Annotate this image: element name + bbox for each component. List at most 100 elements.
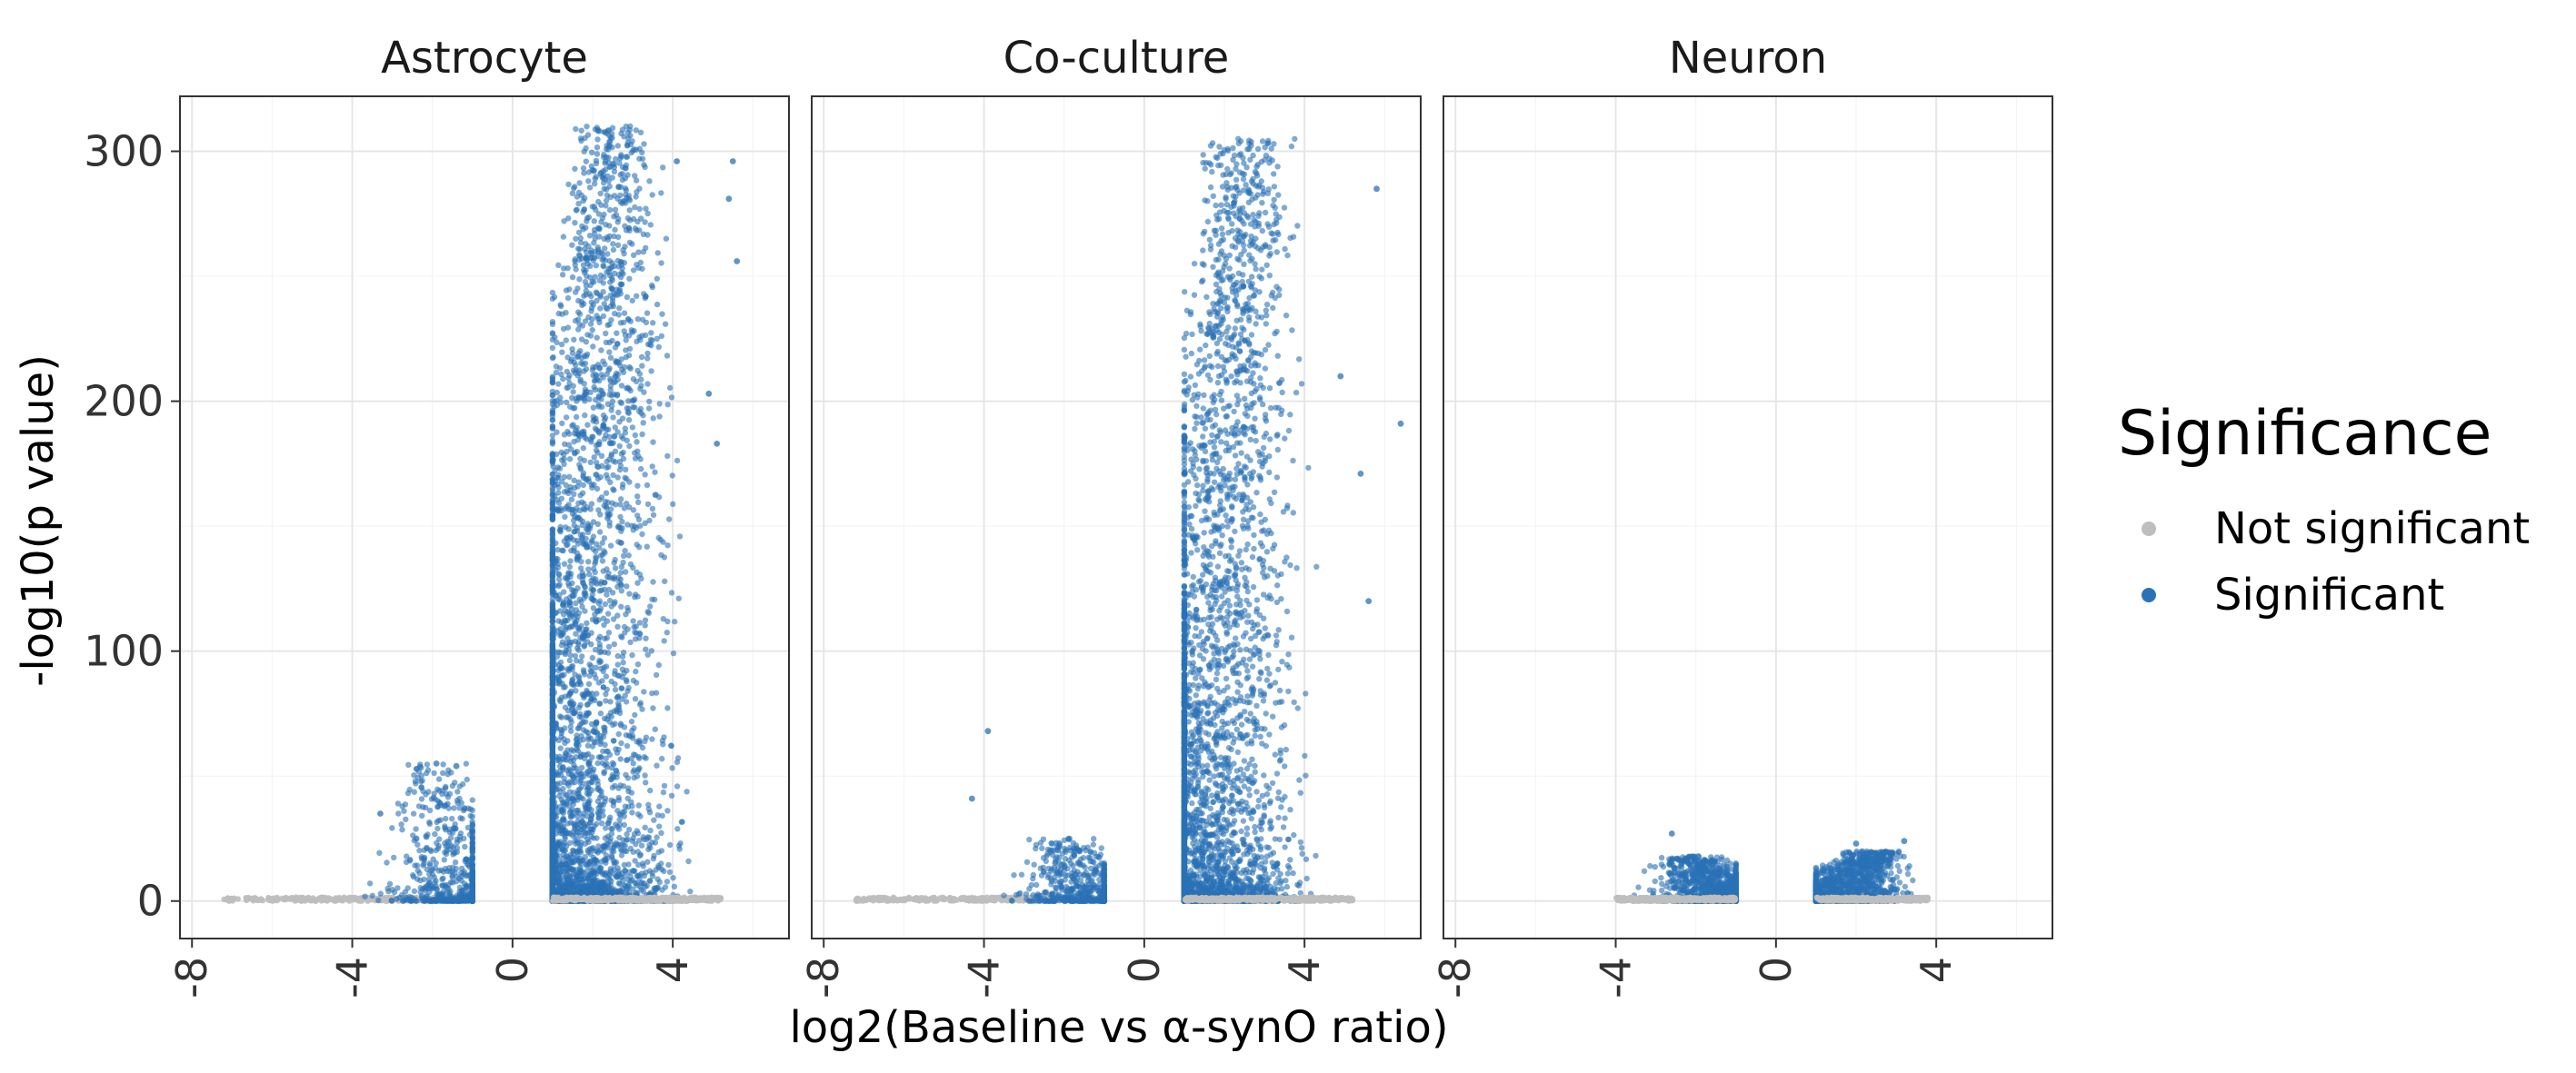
data-point bbox=[670, 650, 677, 657]
data-point bbox=[469, 835, 475, 841]
data-point bbox=[634, 680, 640, 686]
data-point bbox=[565, 384, 572, 391]
data-point bbox=[584, 525, 592, 532]
data-point bbox=[384, 859, 390, 866]
data-point bbox=[685, 858, 692, 865]
data-point bbox=[604, 475, 611, 482]
data-point bbox=[622, 842, 628, 849]
data-point bbox=[666, 841, 674, 849]
data-point bbox=[605, 643, 613, 651]
data-point bbox=[435, 776, 443, 782]
data-point bbox=[565, 215, 572, 222]
data-point bbox=[585, 559, 592, 565]
data-point bbox=[650, 415, 656, 422]
data-point bbox=[604, 611, 612, 617]
data-point bbox=[549, 526, 556, 532]
data-point bbox=[604, 650, 612, 656]
data-point bbox=[660, 789, 667, 796]
data-point bbox=[421, 860, 427, 867]
data-point bbox=[586, 672, 593, 680]
data-point bbox=[684, 789, 690, 795]
data-point bbox=[654, 762, 660, 769]
data-point bbox=[624, 775, 632, 781]
data-point bbox=[649, 463, 655, 470]
data-point bbox=[674, 826, 681, 832]
data-point bbox=[454, 845, 461, 851]
data-point bbox=[442, 883, 449, 889]
data-point bbox=[593, 548, 599, 554]
data-point bbox=[594, 151, 601, 157]
data-point bbox=[594, 128, 602, 134]
data-point bbox=[658, 830, 664, 836]
data-point bbox=[615, 409, 622, 416]
data-point bbox=[585, 178, 592, 184]
data-point bbox=[336, 894, 343, 901]
data-point bbox=[463, 760, 469, 767]
data-point bbox=[585, 681, 593, 688]
data-point bbox=[419, 778, 425, 784]
data-point bbox=[642, 472, 648, 478]
data-point bbox=[463, 856, 470, 862]
data-point bbox=[641, 689, 647, 695]
data-point bbox=[588, 149, 595, 155]
data-point bbox=[567, 558, 574, 564]
data-point bbox=[629, 651, 635, 659]
data-point bbox=[597, 305, 604, 312]
data-point bbox=[559, 420, 565, 427]
data-point bbox=[634, 493, 641, 500]
data-point bbox=[389, 887, 395, 893]
data-point bbox=[454, 789, 461, 795]
data-point bbox=[601, 211, 607, 218]
data-point bbox=[418, 784, 424, 790]
data-point bbox=[452, 849, 458, 856]
data-point bbox=[617, 570, 624, 576]
data-point bbox=[578, 764, 585, 771]
data-point bbox=[624, 475, 630, 482]
data-point bbox=[431, 885, 437, 891]
data-point bbox=[451, 805, 457, 811]
data-point bbox=[589, 327, 595, 333]
data-point bbox=[424, 866, 430, 873]
data-point bbox=[553, 369, 560, 376]
data-point bbox=[256, 897, 263, 903]
data-point bbox=[574, 206, 580, 214]
data-point bbox=[582, 389, 588, 396]
data-point bbox=[655, 849, 662, 856]
data-point bbox=[596, 633, 604, 640]
data-point bbox=[414, 841, 421, 848]
data-point bbox=[648, 330, 654, 336]
data-point bbox=[622, 569, 629, 575]
data-point bbox=[443, 815, 449, 822]
data-point bbox=[568, 698, 574, 704]
data-point bbox=[403, 816, 409, 822]
data-point bbox=[431, 770, 437, 777]
data-point bbox=[617, 399, 624, 405]
data-point bbox=[446, 898, 453, 904]
data-point bbox=[621, 861, 627, 869]
data-point bbox=[549, 409, 556, 416]
data-point bbox=[644, 609, 651, 615]
data-point bbox=[588, 501, 595, 507]
data-point bbox=[604, 764, 610, 770]
data-point bbox=[593, 576, 599, 582]
data-point bbox=[583, 339, 589, 345]
data-point bbox=[569, 273, 576, 281]
data-point bbox=[584, 701, 591, 708]
data-point bbox=[404, 885, 411, 891]
data-point bbox=[640, 420, 646, 426]
data-point bbox=[596, 641, 603, 648]
data-point bbox=[584, 742, 592, 749]
data-point bbox=[572, 652, 579, 660]
data-point bbox=[664, 630, 670, 636]
data-point bbox=[632, 696, 639, 702]
data-point bbox=[600, 748, 606, 755]
data-point bbox=[655, 661, 662, 669]
legend-label-not-significant: Not significant bbox=[2214, 503, 2530, 554]
data-point bbox=[419, 812, 425, 819]
data-point bbox=[611, 560, 617, 566]
data-point bbox=[345, 895, 352, 901]
data-point bbox=[597, 293, 604, 300]
data-point bbox=[658, 860, 664, 867]
data-point bbox=[244, 895, 251, 901]
data-point bbox=[634, 227, 640, 233]
